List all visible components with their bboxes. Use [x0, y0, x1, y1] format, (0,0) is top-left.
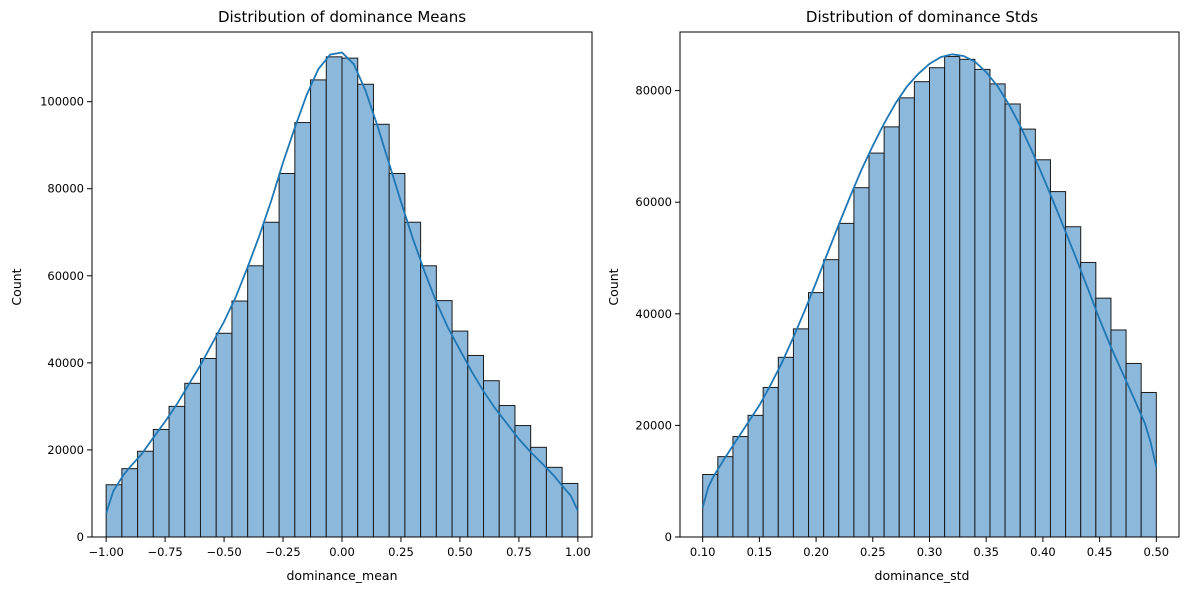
- right-histogram-bar: [989, 83, 1006, 538]
- right-histogram-bar: [868, 152, 885, 538]
- right-x-tick-label: 0.45: [1087, 545, 1113, 559]
- left-histogram-bar: [199, 358, 217, 538]
- right-y-axis-label: Count: [606, 268, 621, 305]
- left-x-tick-label: 0.25: [388, 545, 414, 559]
- left-x-tick-label: 0.00: [329, 545, 355, 559]
- right-histogram-bar: [1034, 159, 1051, 538]
- right-histogram-bar: [1019, 128, 1036, 538]
- right-histogram-bar: [898, 97, 915, 538]
- right-histogram-bar: [717, 456, 734, 538]
- right-x-axis-label: dominance_std: [875, 568, 970, 583]
- left-histogram-bar: [545, 466, 563, 538]
- left-histogram-bar: [310, 79, 327, 538]
- right-y-tick-label: 40000: [635, 307, 672, 321]
- left-x-ticks: −1.00 −0.75 −0.50 −0.25 0.00 0.25 0.50 0.75 1.00: [89, 537, 591, 559]
- right-histogram-bar: [1095, 297, 1112, 538]
- left-histogram-bar: [184, 382, 201, 538]
- right-histogram-bar: [838, 222, 855, 538]
- left-histogram-bar: [152, 428, 170, 538]
- right-histogram-bar: [808, 292, 825, 538]
- left-histogram-bar: [420, 265, 437, 538]
- right-histogram-bar: [1110, 329, 1127, 538]
- left-x-tick-label: −0.25: [265, 545, 300, 559]
- right-y-tick-label: 60000: [635, 195, 672, 209]
- right-histogram-bar: [1049, 191, 1067, 538]
- left-x-tick-label: −0.75: [147, 545, 182, 559]
- left-histogram-bar: [231, 300, 249, 538]
- left-histogram-bar: [467, 354, 485, 538]
- left-histogram-bar: [137, 450, 154, 538]
- left-x-axis-label: dominance_mean: [287, 568, 398, 583]
- left-histogram-bar: [105, 484, 123, 538]
- left-x-tick-label: −0.50: [206, 545, 241, 559]
- right-x-tick-label: 0.30: [917, 545, 943, 559]
- left-y-ticks: 0 20000 40000 60000 80000 100000: [40, 95, 92, 544]
- right-x-tick-label: 0.15: [747, 545, 773, 559]
- left-histogram-bar: [168, 405, 186, 538]
- right-x-tick-label: 0.35: [973, 545, 999, 559]
- left-histogram-bar: [435, 300, 453, 538]
- right-histogram-bar: [823, 259, 840, 538]
- left-y-tick-label: 0: [77, 530, 84, 544]
- left-histogram-bar: [388, 172, 406, 538]
- right-histogram-bar: [1125, 362, 1142, 538]
- right-histogram-bar: [974, 68, 991, 538]
- right-histogram-bar: [762, 386, 779, 538]
- right-histogram-bar: [1065, 226, 1082, 538]
- left-histogram-bar: [451, 330, 469, 538]
- right-histogram-bar: [929, 67, 946, 538]
- right-kde-curve: [701, 53, 1158, 508]
- right-histogram-bar: [913, 81, 930, 538]
- right-x-tick-label: 0.50: [1144, 545, 1170, 559]
- right-x-tick-label: 0.40: [1030, 545, 1056, 559]
- left-histogram-bar: [294, 122, 312, 538]
- right-histogram-bar: [777, 356, 794, 538]
- right-y-ticks: 0 20000 40000 60000 80000: [635, 84, 680, 544]
- right-histogram-bar: [792, 328, 810, 538]
- right-histogram-bar: [883, 126, 900, 538]
- right-histogram-bar: [747, 414, 764, 538]
- left-y-axis-label: Count: [9, 268, 24, 305]
- right-bars: [702, 56, 1157, 538]
- right-histogram-bar: [732, 436, 749, 538]
- left-y-tick-label: 20000: [47, 443, 84, 457]
- left-kde-curve: [105, 51, 579, 514]
- left-histogram-bar: [561, 482, 579, 538]
- left-histogram-bar: [357, 83, 374, 538]
- right-chart-title: Distribution of dominance Stds: [806, 8, 1038, 26]
- right-chart-panel: Distribution of dominance Stds dominance…: [606, 8, 1180, 583]
- right-y-tick-label: 0: [665, 530, 672, 544]
- left-y-tick-label: 40000: [47, 356, 84, 370]
- left-x-tick-label: 0.50: [447, 545, 473, 559]
- left-x-tick-label: 0.75: [506, 545, 532, 559]
- left-y-tick-label: 100000: [40, 95, 84, 109]
- right-y-tick-label: 20000: [635, 418, 672, 432]
- left-histogram-bar: [262, 221, 280, 538]
- left-y-tick-label: 80000: [47, 182, 84, 196]
- right-y-tick-label: 80000: [635, 84, 672, 98]
- left-histogram-bar: [121, 468, 139, 538]
- left-x-tick-label: 1.00: [565, 545, 591, 559]
- left-histogram-bar: [372, 123, 390, 538]
- left-histogram-bar: [341, 57, 359, 538]
- right-x-tick-label: 0.10: [690, 545, 716, 559]
- left-histogram-bar: [404, 221, 422, 538]
- left-chart-title: Distribution of dominance Means: [218, 8, 466, 26]
- right-x-ticks: 0.10 0.15 0.20 0.25 0.30 0.35 0.40 0.45 0.50: [690, 537, 1169, 559]
- left-x-tick-label: −1.00: [89, 545, 124, 559]
- left-y-tick-label: 60000: [47, 269, 84, 283]
- left-histogram-bar: [247, 265, 264, 538]
- left-histogram-bar: [215, 332, 233, 538]
- left-chart-panel: Distribution of dominance Means dominanc…: [9, 8, 593, 583]
- right-histogram-bar: [1140, 391, 1157, 538]
- right-histogram-bar: [1004, 103, 1021, 538]
- right-x-tick-label: 0.20: [803, 545, 829, 559]
- left-histogram-bar: [278, 172, 296, 538]
- right-histogram-bar: [944, 56, 961, 538]
- right-histogram-bar: [853, 187, 870, 538]
- right-x-tick-label: 0.25: [860, 545, 886, 559]
- right-histogram-bar: [959, 58, 976, 538]
- left-histogram-bar: [325, 56, 343, 538]
